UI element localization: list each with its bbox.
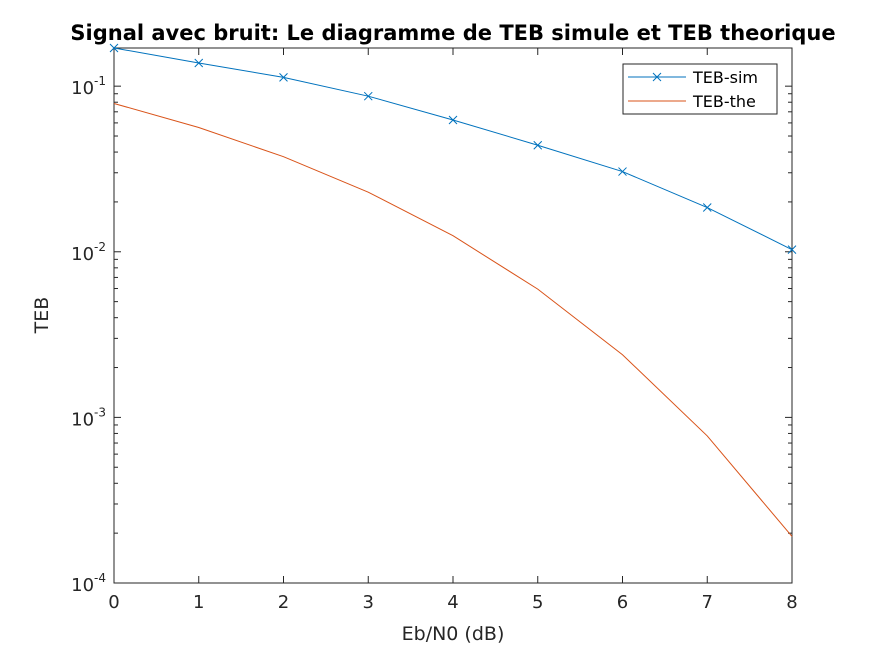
- y-axis-label: TEB: [31, 297, 53, 335]
- data-point-marker: [533, 140, 543, 150]
- y-tick-exponent: -2: [94, 240, 106, 254]
- legend-box: [622, 63, 778, 115]
- chart-title: Signal avec bruit: Le diagramme de TEB s…: [70, 21, 835, 45]
- x-tick-label: 1: [193, 592, 204, 613]
- plot-area: [113, 47, 793, 584]
- x-tick-label: 5: [532, 592, 543, 613]
- data-point-marker: [194, 58, 204, 68]
- x-tick-label: 4: [447, 592, 458, 613]
- x-tick-label: 6: [617, 592, 628, 613]
- ticks-group: 0 1 2 3 4 5 6 7 810-410-310-210-1: [71, 48, 798, 613]
- y-tick-label: 10-2: [71, 240, 106, 265]
- x-tick-label: 2: [278, 592, 289, 613]
- y-tick-exponent: -3: [94, 405, 106, 419]
- legend: TEB-sim TEB-the: [622, 63, 778, 115]
- x-tick-label: 3: [363, 592, 374, 613]
- data-point-marker: [702, 203, 712, 212]
- legend-marker: [652, 72, 662, 82]
- y-tick-base: 10: [71, 575, 94, 596]
- y-tick-label: 10-3: [71, 405, 106, 430]
- y-tick-base: 10: [71, 409, 94, 430]
- data-point-marker: [363, 91, 373, 101]
- data-point-marker: [787, 245, 797, 255]
- series-group: [109, 43, 797, 537]
- x-axis-label: Eb/N0 (dB): [402, 623, 505, 645]
- y-tick-base: 10: [71, 244, 94, 265]
- y-tick-base: 10: [71, 78, 94, 99]
- data-point-marker: [109, 43, 119, 53]
- y-tick-exponent: -1: [94, 74, 106, 88]
- y-tick-exponent: -4: [94, 571, 106, 585]
- y-tick-label: 10-1: [71, 74, 106, 99]
- series-line-2: [113, 103, 793, 537]
- legend-label-2: TEB-the: [692, 92, 756, 111]
- y-tick-label: 10-4: [71, 571, 106, 596]
- data-point-marker: [279, 73, 288, 82]
- legend-label-1: TEB-sim: [692, 68, 758, 87]
- x-tick-label: 0: [108, 592, 119, 613]
- data-point-marker: [618, 167, 627, 176]
- x-tick-label: 7: [702, 592, 713, 613]
- x-tick-label: 8: [786, 592, 797, 613]
- data-point-marker: [448, 115, 458, 125]
